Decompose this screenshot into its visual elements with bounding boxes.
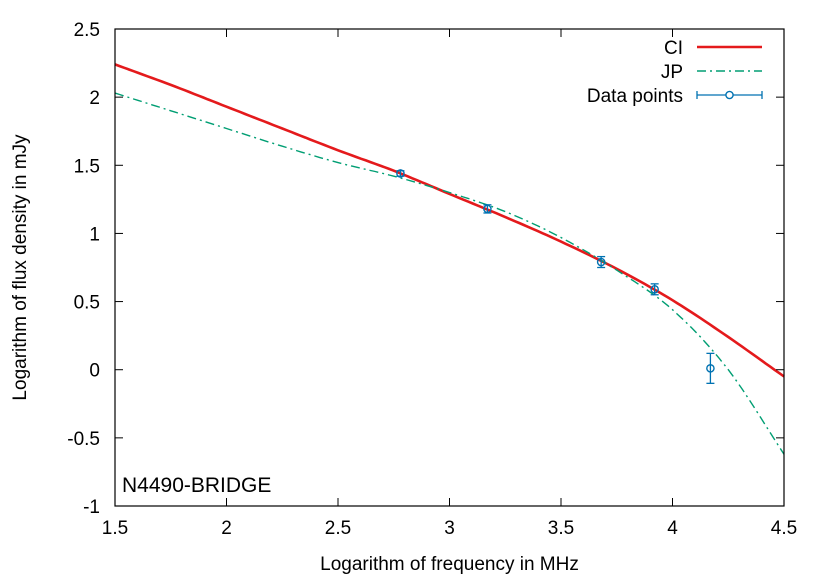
legend-label-data-points: Data points: [587, 86, 683, 107]
x-tick-label: 2: [221, 518, 232, 539]
axis-ticks: 1.5 2 2.5 3 3.5 4 4.5 -1 -0.5 0 0.5 1 1.5 2 2.5: [67, 20, 797, 539]
x-tick-label: 2.5: [325, 518, 351, 539]
y-tick-label: 2: [89, 88, 100, 109]
data-point: [596, 257, 606, 267]
x-tick-label: 3: [444, 518, 455, 539]
data-point: [706, 364, 715, 373]
y-tick-label: -0.5: [67, 429, 100, 450]
y-tick-label: 2.5: [74, 20, 100, 41]
series-line-jp: [114, 92, 785, 455]
y-tick-label: 0.5: [74, 293, 100, 314]
legend-swatch-marker: [725, 90, 734, 100]
legend: CI JP Data points: [587, 38, 763, 107]
series-line-ci: [114, 63, 785, 378]
data-point: [396, 169, 405, 178]
x-tick-label: 3.5: [548, 518, 574, 539]
legend-label-jp: JP: [661, 62, 683, 83]
series-layer: [114, 63, 785, 455]
legend-label-ci: CI: [664, 38, 683, 59]
y-tick-label: 1: [89, 224, 100, 245]
x-tick-label: 4: [667, 518, 678, 539]
y-axis-title: Logarithm of flux density in mJy: [10, 134, 31, 401]
y-tick-label: -1: [83, 497, 100, 518]
data-point: [650, 285, 659, 294]
y-tick-label: 0: [89, 361, 100, 382]
x-axis-title: Logarithm of frequency in MHz: [320, 554, 579, 575]
data-point: [483, 204, 492, 214]
y-tick-label: 1.5: [74, 156, 100, 177]
plot-frame: [114, 28, 785, 507]
x-tick-label: 1.5: [102, 518, 128, 539]
x-tick-label: 4.5: [771, 518, 797, 539]
plot-annotation: N4490-BRIDGE: [122, 474, 271, 497]
